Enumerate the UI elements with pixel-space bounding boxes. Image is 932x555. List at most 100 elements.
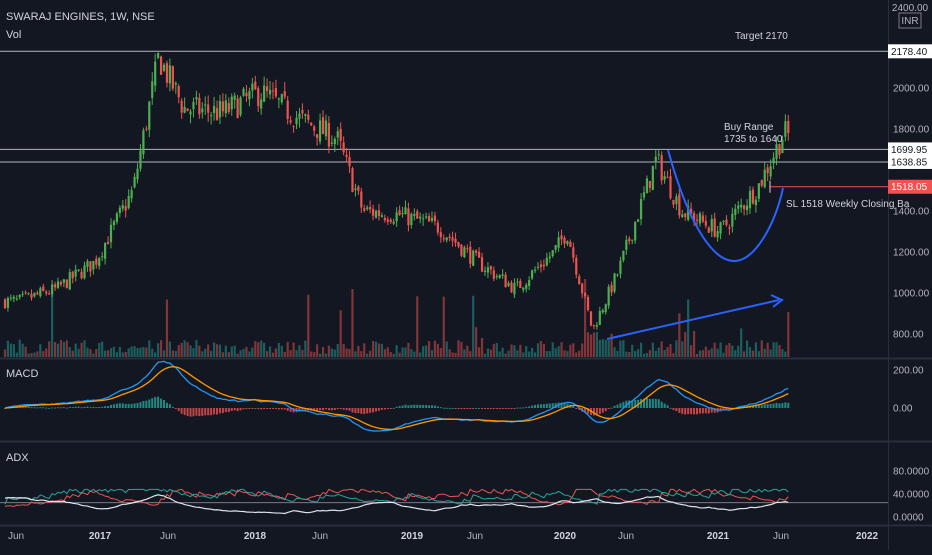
macd-histogram-bar [483, 408, 486, 409]
time-label-6: Jun [467, 531, 483, 542]
candle-body [130, 190, 133, 199]
candle-body [177, 86, 180, 98]
volume-bar [115, 352, 118, 357]
volume-bar [404, 347, 407, 357]
volume-bar [651, 342, 654, 357]
time-axis: Jun 2017 Jun 2018 Jun 2019 Jun 2020 Jun 2021 Jun 20… [8, 531, 879, 542]
candle-body [519, 280, 522, 288]
macd-panel [4, 360, 790, 432]
currency-badge[interactable]: 2400.00 INR [892, 3, 929, 29]
macd-histogram-bar [522, 407, 525, 409]
macd-histogram-bar [572, 406, 575, 408]
volume-bar [383, 349, 386, 357]
macd-histogram-bar [607, 408, 610, 409]
volume-bar [557, 346, 560, 357]
candle-body [6, 298, 10, 308]
candle-body [327, 122, 331, 147]
candle-body [784, 121, 787, 137]
macd-histogram-bar [151, 398, 154, 408]
volume-bar [401, 347, 404, 357]
currency-label: INR [901, 16, 918, 27]
macd-histogram-bar [313, 408, 316, 411]
volume-bar [321, 347, 325, 357]
macd-histogram-bar [218, 408, 221, 414]
volume-bar [463, 349, 466, 357]
volume-bar [162, 350, 166, 357]
macd-histogram-bar [772, 403, 775, 408]
candle-body [68, 272, 71, 290]
volume-bar [539, 341, 543, 357]
macd-line [4, 360, 789, 432]
candle-body [30, 294, 33, 298]
candle-body [157, 52, 160, 58]
candle-body [366, 207, 369, 210]
macd-histogram-bar [59, 407, 62, 409]
volume-label: Vol [6, 29, 21, 41]
volume-bar [36, 351, 39, 357]
macd-histogram-bar [168, 404, 171, 408]
candle-body [454, 238, 457, 243]
macd-histogram-bar [369, 408, 372, 413]
macd-histogram-bar [274, 408, 277, 410]
candle-body [39, 288, 42, 297]
volume-bar [83, 340, 86, 357]
candle-body [304, 114, 307, 116]
adx-tick-0: 80.0000 [893, 467, 930, 478]
price-tick-1: 1000.00 [893, 288, 930, 299]
macd-histogram-bar [442, 407, 445, 409]
macd-histogram-bar [419, 404, 422, 408]
candle-body [460, 244, 463, 256]
volume-bar [778, 344, 781, 357]
volume-bar [277, 342, 280, 357]
candle-body [504, 274, 507, 288]
volume-bar [207, 344, 210, 357]
macd-histogram-bar [45, 407, 48, 409]
candle-body [681, 214, 684, 218]
candle-body [669, 176, 672, 199]
volume-bar [719, 342, 722, 357]
macd-histogram-bar [319, 408, 322, 411]
candle-body [363, 208, 366, 211]
volume-bar [569, 344, 572, 357]
macd-histogram-bar [30, 407, 33, 409]
candle-body [489, 266, 492, 270]
macd-histogram-bar [628, 400, 631, 408]
candle-body [472, 250, 475, 266]
macd-histogram-bar [180, 408, 183, 414]
candle-body [660, 155, 663, 181]
volume-bar [218, 344, 222, 357]
macd-histogram-bar [436, 406, 439, 408]
macd-histogram-bar [516, 407, 519, 409]
volume-bar [475, 327, 478, 357]
candle-body [27, 293, 30, 295]
macd-histogram-bar [127, 403, 130, 408]
candle-body [336, 131, 339, 138]
macd-histogram-bar [472, 408, 475, 409]
volume-bar [186, 342, 189, 357]
candle-body [654, 156, 657, 163]
time-label-8: Jun [618, 531, 634, 542]
volume-bar [106, 350, 110, 357]
candle-body [204, 104, 207, 106]
candle-body [463, 247, 466, 258]
macd-histogram-bar [242, 408, 245, 410]
adx-panel [0, 488, 888, 515]
volume-bar [581, 343, 584, 357]
candle-body [439, 232, 442, 238]
volume-bar [157, 343, 160, 357]
volume-bar [480, 338, 484, 357]
volume-bar [607, 339, 610, 357]
volume-bar [507, 350, 510, 357]
macd-histogram-bar [634, 399, 637, 408]
volume-bar [68, 347, 71, 357]
volume-bar [710, 348, 713, 357]
candle-body [445, 237, 448, 241]
macd-histogram-bar [183, 408, 186, 416]
volume-bar [248, 351, 251, 357]
candle-body [548, 256, 551, 259]
macd-histogram-bar [775, 402, 778, 408]
volume-bar [292, 342, 295, 357]
candle-body [557, 237, 560, 248]
volume-bar [660, 341, 663, 357]
